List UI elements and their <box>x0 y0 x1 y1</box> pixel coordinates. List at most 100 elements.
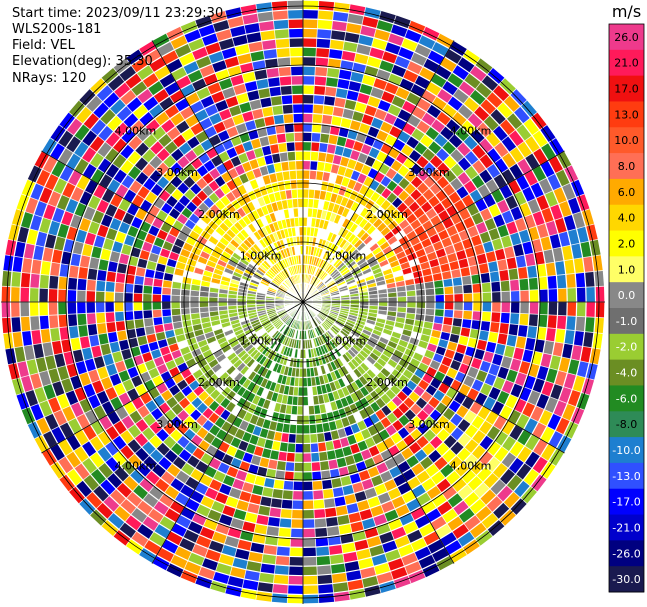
ppi-cell <box>251 484 264 496</box>
ppi-cell <box>331 116 343 127</box>
ppi-cell <box>358 469 371 481</box>
ppi-cell <box>255 2 273 13</box>
ppi-cell <box>166 126 181 141</box>
ray-separator <box>302 3 351 303</box>
ppi-cell <box>241 482 254 493</box>
ppi-cell <box>338 69 352 80</box>
ppi-cell <box>118 253 130 265</box>
ppi-cell <box>197 235 208 246</box>
ppi-cell <box>348 588 366 600</box>
ppi-cell <box>82 130 98 147</box>
ppi-cell <box>276 230 283 240</box>
ppi-cell <box>314 337 320 347</box>
ppi-cell <box>367 126 380 138</box>
ppi-cell <box>202 349 213 359</box>
ppi-cell <box>515 217 527 232</box>
ppi-cell <box>127 438 142 454</box>
ppi-cell <box>454 127 470 142</box>
ppi-cell <box>485 178 499 194</box>
ppi-cell <box>215 263 225 272</box>
ppi-cell <box>159 345 171 356</box>
ppi-cell <box>124 302 133 312</box>
ppi-cell <box>207 509 222 522</box>
ppi-cell <box>510 206 523 221</box>
ray-separator <box>11 223 304 303</box>
ppi-cell <box>483 396 496 411</box>
ppi-cell <box>385 345 395 354</box>
ppi-cell <box>322 344 329 354</box>
ppi-cell <box>355 389 365 400</box>
ppi-cell <box>242 13 259 25</box>
ppi-cell <box>164 81 181 96</box>
ppi-cell <box>316 327 322 336</box>
ppi-cell <box>211 91 225 104</box>
ppi-cell <box>282 315 290 322</box>
ppi-cell <box>241 193 252 204</box>
ppi-cell <box>228 305 237 310</box>
ppi-cell <box>143 49 162 65</box>
ppi-cell <box>501 291 511 302</box>
ppi-cell <box>462 275 472 286</box>
ppi-cell <box>11 271 21 288</box>
ppi-cell <box>335 276 344 283</box>
ppi-cell <box>493 213 506 228</box>
ppi-cell <box>224 246 234 256</box>
ppi-cell <box>190 284 200 292</box>
ppi-cell <box>257 11 274 22</box>
ppi-cell <box>419 456 434 470</box>
ppi-cell <box>154 111 170 126</box>
range-label: 1.00km <box>325 250 367 263</box>
ppi-cell <box>416 98 432 112</box>
ppi-cell <box>407 476 421 490</box>
ppi-cell <box>78 266 89 280</box>
ppi-cell <box>260 367 269 378</box>
ppi-cell <box>26 228 39 245</box>
ppi-cell <box>279 311 287 318</box>
ray-separator <box>68 301 304 493</box>
ppi-cell <box>76 480 93 498</box>
ppi-cell <box>431 547 449 563</box>
ppi-cell <box>42 430 58 448</box>
ppi-cell <box>467 113 483 129</box>
ppi-cell <box>392 139 406 152</box>
ppi-cell <box>100 248 111 261</box>
ppi-cell <box>242 341 252 350</box>
ppi-cell <box>274 343 282 352</box>
ppi-cell <box>528 277 539 291</box>
ppi-cell <box>160 471 176 485</box>
ppi-cell <box>422 442 436 456</box>
ppi-cell <box>360 362 370 372</box>
ppi-cell <box>492 462 508 479</box>
ppi-cell <box>157 338 168 349</box>
ray-separator <box>302 301 528 505</box>
ppi-cell <box>373 78 388 90</box>
ppi-cell <box>287 0 303 10</box>
ppi-cell <box>545 368 558 384</box>
ppi-cell <box>135 142 150 157</box>
ppi-cell <box>275 470 286 480</box>
ppi-cell <box>233 325 243 333</box>
ppi-cell <box>387 73 403 86</box>
ppi-cell <box>124 234 136 247</box>
ppi-cell <box>311 132 321 142</box>
ppi-cell <box>314 527 328 538</box>
ppi-cell <box>106 321 116 333</box>
ppi-cell <box>29 302 39 317</box>
ppi-cell <box>261 333 270 342</box>
ppi-cell <box>112 450 128 466</box>
ppi-cell <box>5 239 17 257</box>
ppi-cell <box>279 271 287 280</box>
ppi-cell <box>323 333 331 342</box>
ppi-cell <box>126 203 140 217</box>
ppi-cell <box>129 120 145 135</box>
ppi-cell <box>342 353 351 363</box>
ppi-cell <box>233 221 244 232</box>
ppi-cell <box>183 325 194 334</box>
ppi-cell <box>387 33 405 46</box>
ppi-cell <box>520 100 538 118</box>
ppi-cell <box>395 316 405 324</box>
ppi-cell <box>294 142 303 151</box>
ppi-cell <box>532 165 547 182</box>
ppi-cell <box>435 345 447 356</box>
ppi-cell <box>230 278 240 285</box>
